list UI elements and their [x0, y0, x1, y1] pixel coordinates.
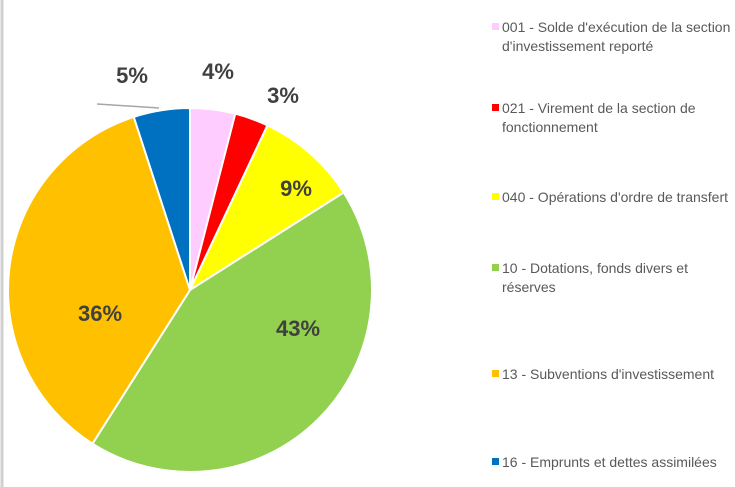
- pie-slice: [187, 123, 346, 293]
- legend-label: 16 - Emprunts et dettes assimilées: [502, 454, 717, 470]
- legend-label: 13 - Subventions d'investissement: [502, 366, 715, 382]
- pie-slice: [7, 115, 192, 446]
- data-label: 36%: [78, 301, 122, 326]
- leader-line: [96, 103, 160, 109]
- data-label: 5%: [116, 63, 148, 88]
- legend-label: 001 - Solde d'exécution de la section d'…: [502, 19, 731, 54]
- legend-item: 13 - Subventions d'investissement: [492, 365, 732, 384]
- pie-slice: [91, 191, 373, 473]
- legend-swatch: [492, 458, 499, 465]
- data-label: 43%: [276, 316, 320, 341]
- legend-swatch: [492, 23, 499, 30]
- data-label: 4%: [202, 59, 234, 84]
- legend-item: 10 - Dotations, fonds divers et réserves: [492, 259, 732, 297]
- legend-item: 16 - Emprunts et dettes assimilées: [492, 453, 732, 472]
- legend-item: 040 - Opérations d'ordre de transfert: [492, 188, 732, 207]
- legend-label: 021 - Virement de la section de fonction…: [502, 100, 696, 135]
- legend-swatch: [492, 104, 499, 111]
- legend-swatch: [492, 193, 499, 200]
- legend-swatch: [492, 264, 499, 271]
- data-label: 9%: [280, 176, 312, 201]
- pie-slice: [132, 106, 191, 291]
- data-label: 3%: [267, 83, 299, 108]
- legend-swatch: [492, 370, 499, 377]
- legend-label: 10 - Dotations, fonds divers et réserves: [502, 260, 688, 295]
- legend-item: 001 - Solde d'exécution de la section d'…: [492, 18, 732, 56]
- legend-label: 040 - Opérations d'ordre de transfert: [502, 189, 729, 205]
- legend-item: 021 - Virement de la section de fonction…: [492, 99, 732, 137]
